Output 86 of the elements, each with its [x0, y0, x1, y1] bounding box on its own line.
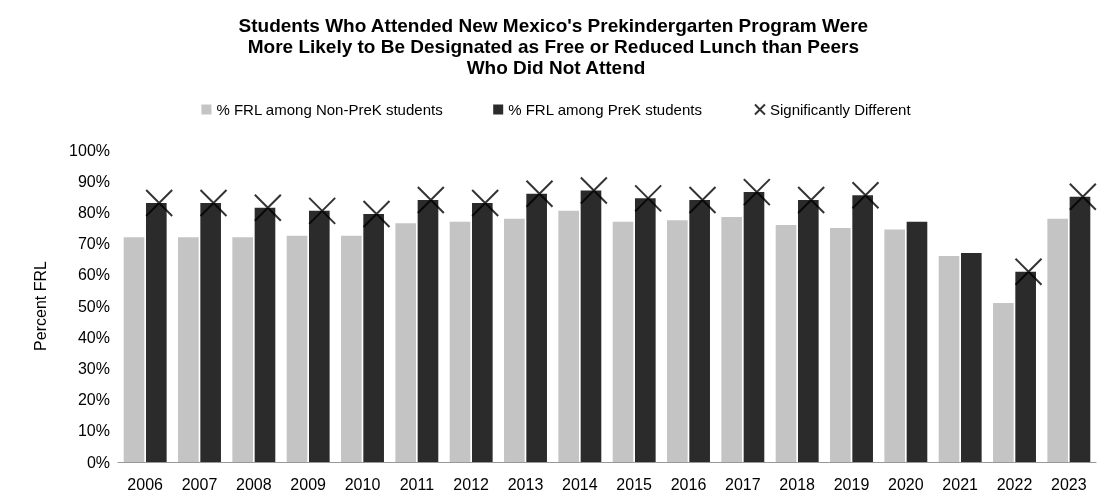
bar	[232, 237, 254, 462]
x-tick-label: 2015	[616, 475, 653, 493]
y-tick-label: 0%	[86, 453, 110, 471]
bar	[471, 203, 493, 462]
y-tick-label: 60%	[77, 266, 110, 284]
bar	[993, 302, 1014, 462]
bar	[254, 207, 276, 462]
point	[308, 196, 337, 225]
point	[1014, 257, 1043, 286]
bar	[938, 256, 960, 462]
x-tick-label: 2013	[507, 475, 544, 493]
y-tick-label: 50%	[77, 297, 110, 315]
x-tick-label: 2014	[562, 475, 598, 493]
point	[253, 193, 282, 222]
point	[688, 185, 717, 214]
bar	[526, 193, 547, 462]
bar	[286, 235, 308, 462]
point	[199, 189, 228, 218]
bar	[830, 228, 851, 462]
bar	[884, 229, 906, 462]
x-tick-label: 2020	[888, 475, 924, 493]
x-tick-label: 2008	[236, 475, 272, 493]
bar	[743, 192, 765, 462]
bar	[612, 221, 634, 462]
legend-label: Significantly Different	[769, 101, 912, 118]
point	[634, 184, 663, 213]
x-tick-label: 2009	[290, 475, 327, 493]
x-tick-label: 2019	[833, 475, 870, 493]
y-tick-label: 90%	[77, 172, 110, 190]
x-tick-label: 2006	[127, 475, 164, 493]
point	[742, 178, 771, 207]
bar	[580, 190, 602, 462]
point	[797, 185, 826, 214]
bar	[721, 217, 743, 462]
x-tick-label: 2018	[779, 475, 816, 493]
bar	[178, 237, 199, 462]
y-tick-label: 20%	[77, 391, 110, 409]
bar	[689, 199, 710, 462]
x-tick-label: 2010	[344, 475, 381, 493]
point	[416, 185, 445, 214]
bar	[341, 235, 362, 462]
bar	[558, 210, 580, 462]
y-tick-label: 80%	[77, 203, 110, 221]
x-tick-label: 2016	[670, 475, 707, 493]
y-tick-label: 10%	[77, 422, 110, 440]
bar	[200, 203, 221, 462]
bar	[906, 221, 928, 462]
bar	[634, 198, 656, 462]
y-tick-label: 70%	[77, 235, 110, 253]
bar	[504, 218, 525, 462]
bar	[1047, 218, 1069, 462]
x-tick-label: 2021	[942, 475, 979, 493]
y-axis-title: Percent FRL	[31, 260, 49, 351]
bar	[1069, 196, 1091, 462]
bar	[123, 237, 145, 462]
x-tick-label: 2022	[996, 475, 1033, 493]
point	[471, 189, 500, 218]
x-tick-label: 2012	[453, 475, 490, 493]
point	[851, 181, 880, 210]
bar	[775, 224, 797, 462]
bar	[363, 213, 384, 462]
point	[145, 189, 174, 218]
x-tick-label: 2023	[1051, 475, 1087, 493]
bar	[308, 210, 330, 462]
bar	[449, 221, 471, 462]
x-tick-label: 2007	[181, 475, 218, 493]
point	[1068, 182, 1097, 211]
point	[362, 199, 391, 228]
bar	[960, 252, 982, 462]
bar	[667, 220, 688, 462]
y-tick-label: 40%	[77, 328, 110, 346]
point	[525, 179, 554, 208]
bar	[797, 199, 819, 462]
bar	[395, 223, 417, 462]
x-tick-label: 2011	[399, 475, 435, 493]
point	[579, 176, 608, 205]
legend-label: % FRL among Non-PreK students	[216, 101, 443, 118]
y-tick-label: 30%	[77, 359, 110, 377]
y-tick-label: 100%	[69, 141, 110, 159]
bar	[1015, 271, 1036, 462]
legend-label: % FRL among PreK students	[508, 101, 702, 118]
bar	[852, 195, 873, 462]
chart-title: Students Who Attended New Mexico's Prekindergarten Program Were More Likely to Be Designated as Free or Reduced Lunch than Peers Who Did Not Attend	[238, 15, 874, 78]
x-tick-label: 2017	[725, 475, 761, 493]
bar	[417, 199, 439, 462]
bar	[145, 203, 167, 462]
